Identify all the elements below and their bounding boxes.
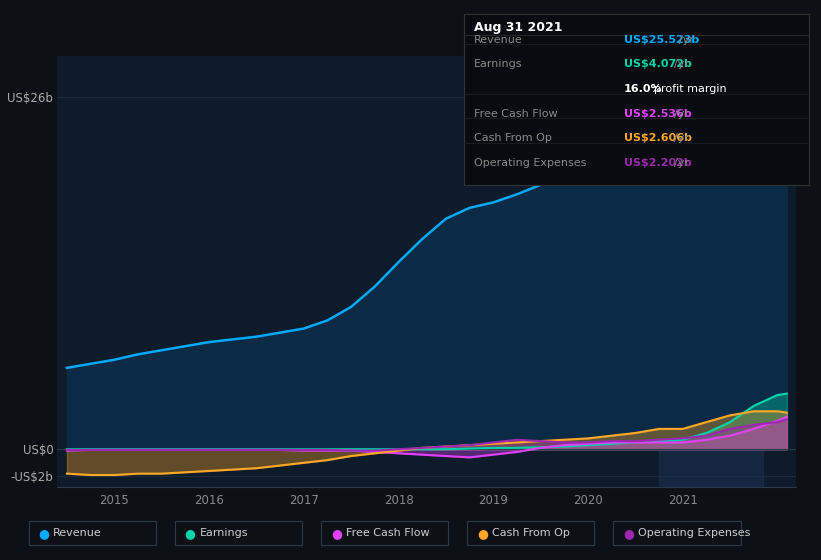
- Text: /yr: /yr: [674, 59, 689, 69]
- Text: /yr: /yr: [679, 35, 694, 45]
- Text: US$2.202b: US$2.202b: [624, 158, 692, 168]
- Text: /yr: /yr: [674, 109, 689, 119]
- Text: 16.0%: 16.0%: [624, 84, 663, 94]
- Text: US$2.536b: US$2.536b: [624, 109, 692, 119]
- Text: Aug 31 2021: Aug 31 2021: [474, 21, 562, 35]
- Text: ●: ●: [185, 526, 195, 540]
- Text: Earnings: Earnings: [474, 59, 522, 69]
- Text: Revenue: Revenue: [474, 35, 522, 45]
- Text: Revenue: Revenue: [53, 528, 102, 538]
- Text: ●: ●: [477, 526, 488, 540]
- Text: /yr: /yr: [674, 158, 689, 168]
- Text: /yr: /yr: [674, 133, 689, 143]
- Text: Free Cash Flow: Free Cash Flow: [346, 528, 429, 538]
- Text: profit margin: profit margin: [654, 84, 726, 94]
- Text: Operating Expenses: Operating Expenses: [474, 158, 586, 168]
- Bar: [659, 56, 764, 487]
- Text: US$2.606b: US$2.606b: [624, 133, 692, 143]
- Text: ●: ●: [39, 526, 49, 540]
- Text: Operating Expenses: Operating Expenses: [638, 528, 750, 538]
- Text: Earnings: Earnings: [200, 528, 248, 538]
- Text: Cash From Op: Cash From Op: [474, 133, 552, 143]
- Text: ●: ●: [623, 526, 634, 540]
- Text: Free Cash Flow: Free Cash Flow: [474, 109, 557, 119]
- Text: US$4.072b: US$4.072b: [624, 59, 692, 69]
- Text: ●: ●: [331, 526, 342, 540]
- Text: Cash From Op: Cash From Op: [492, 528, 570, 538]
- Text: US$25.523b: US$25.523b: [624, 35, 699, 45]
